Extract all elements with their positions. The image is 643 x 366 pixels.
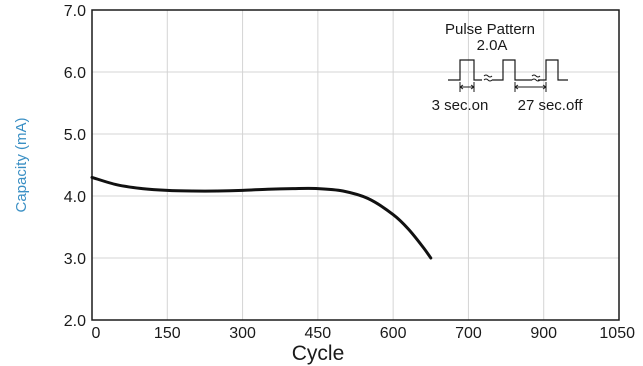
pulse-break-mark (483, 74, 541, 82)
x-tick-label: 300 (229, 325, 256, 342)
y-tick-label: 6.0 (64, 65, 86, 82)
capacity-curve (90, 175, 433, 260)
off-duration-label: 27 sec.off (518, 97, 584, 114)
pulse-pattern-title: Pulse Pattern (445, 21, 535, 38)
grid-lines (91, 9, 620, 321)
y-tick-label: 4.0 (64, 189, 86, 206)
x-tick-label: 150 (154, 325, 181, 342)
off-duration-arrow (514, 82, 547, 92)
y-tick-label: 2.0 (64, 313, 86, 330)
pulse-pattern-annotation: Pulse Pattern 2.0A 3 sec.on 27 sec.off (432, 21, 584, 114)
x-tick-labels: 0 150 300 450 600 700 900 1050 (92, 325, 636, 342)
x-tick-label: 900 (530, 325, 557, 342)
y-tick-label: 3.0 (64, 251, 86, 268)
y-tick-label: 5.0 (64, 127, 86, 144)
y-tick-label: 7.0 (64, 3, 86, 20)
on-duration-label: 3 sec.on (432, 97, 489, 114)
y-tick-labels: 2.0 3.0 4.0 5.0 6.0 7.0 (64, 3, 86, 330)
x-tick-label: 450 (305, 325, 332, 342)
on-duration-arrow (459, 82, 475, 92)
x-tick-label: 700 (455, 325, 482, 342)
x-tick-label: 1050 (599, 325, 635, 342)
pulse-current-label: 2.0A (477, 37, 508, 54)
x-tick-label: 600 (380, 325, 407, 342)
plot-area-border (91, 9, 620, 321)
y-axis-label: Capacity (mA) (13, 117, 30, 212)
pulse-waveform (448, 59, 568, 81)
x-tick-label: 0 (92, 325, 101, 342)
x-axis-label: Cycle (292, 342, 345, 365)
